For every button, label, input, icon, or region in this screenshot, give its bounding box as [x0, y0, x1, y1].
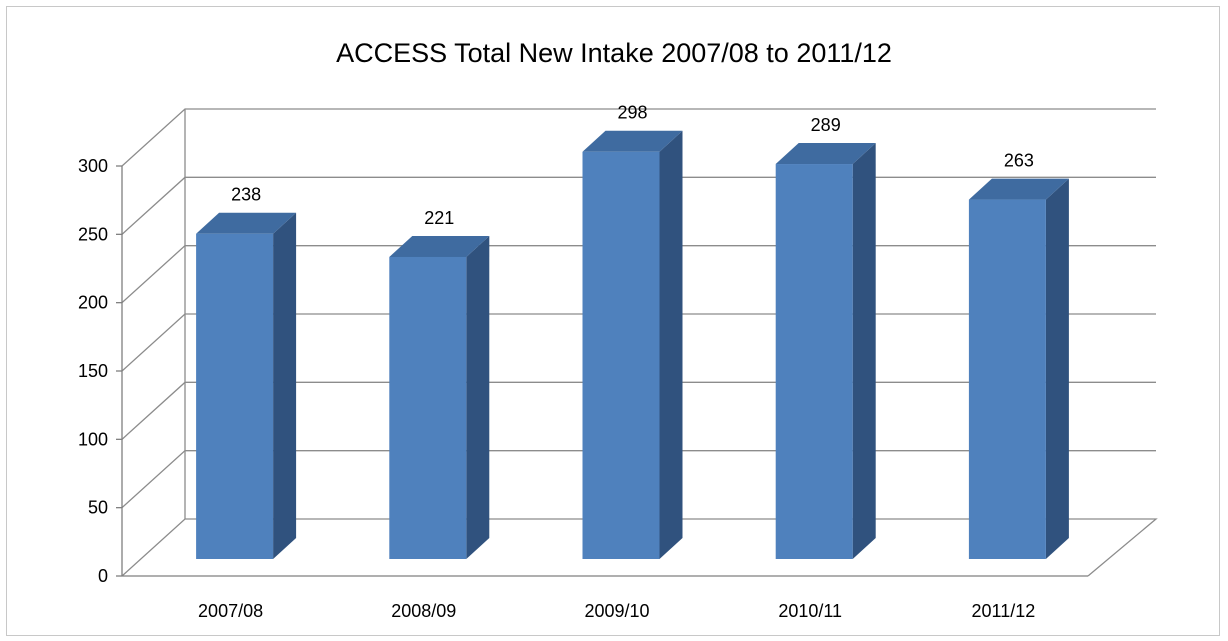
data-label: 238 — [231, 185, 261, 205]
y-tick-label: 150 — [78, 361, 108, 381]
bar-front — [968, 199, 1046, 560]
x-tick-label: 2010/11 — [778, 601, 842, 621]
bar-side — [1045, 178, 1069, 560]
x-tick-label: 2009/10 — [584, 601, 649, 621]
y-tick-label: 200 — [78, 293, 108, 313]
bar-side — [659, 130, 683, 559]
bars: 238 221 298 289 263 — [196, 103, 1069, 560]
x-axis-labels: 2007/08 2008/09 2009/10 2010/11 2011/12 — [198, 601, 1035, 621]
y-tick-label: 100 — [78, 429, 108, 449]
y-tick-label: 300 — [78, 156, 108, 176]
bar-top — [968, 178, 1069, 200]
y-tick-label: 0 — [98, 566, 108, 586]
bar-side — [273, 212, 297, 559]
gridline — [121, 108, 1156, 167]
bar-front — [582, 151, 660, 559]
bar-2010/11: 289 — [775, 115, 876, 560]
y-tick-label: 250 — [78, 224, 108, 244]
chart-title: ACCESS Total New Intake 2007/08 to 2011/… — [336, 38, 892, 68]
bar-front — [196, 233, 274, 559]
data-label: 221 — [424, 208, 454, 228]
bar-top — [196, 212, 297, 234]
x-tick-label: 2007/08 — [198, 601, 263, 621]
bar-top — [582, 130, 683, 152]
bar-side — [852, 143, 876, 560]
bar-2007/08: 238 — [196, 185, 297, 559]
bar-2008/09: 221 — [389, 208, 490, 559]
y-tick-label: 50 — [88, 498, 108, 518]
y-axis-ticks: 0 50 100 150 200 250 300 — [78, 156, 1088, 586]
data-label: 289 — [811, 115, 841, 135]
bar-top — [389, 235, 490, 257]
data-label: 263 — [1004, 151, 1034, 171]
bar-2011/12: 263 — [968, 151, 1069, 560]
bar-front — [389, 256, 467, 559]
bar-top — [775, 143, 876, 165]
bar-front — [775, 164, 853, 560]
bar-side — [466, 235, 490, 559]
bar-2009/10: 298 — [582, 103, 683, 559]
data-label: 298 — [617, 103, 647, 123]
x-tick-label: 2008/09 — [391, 601, 456, 621]
x-tick-label: 2011/12 — [972, 601, 1036, 621]
